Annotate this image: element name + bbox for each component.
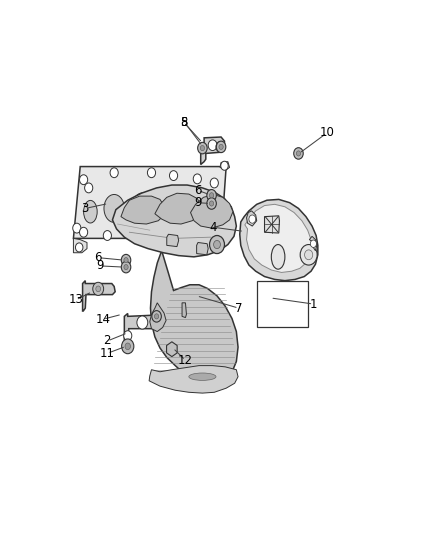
Circle shape [219,144,223,149]
Circle shape [209,227,218,237]
Circle shape [214,240,220,248]
Polygon shape [182,303,187,318]
Ellipse shape [189,373,216,381]
Text: 13: 13 [68,294,83,306]
Polygon shape [245,204,312,272]
Circle shape [162,230,171,240]
Circle shape [121,254,131,266]
Circle shape [198,142,207,154]
Circle shape [80,175,88,184]
Circle shape [304,250,313,260]
Circle shape [208,140,217,150]
Circle shape [209,201,214,206]
Circle shape [121,261,131,273]
Circle shape [152,311,161,322]
Polygon shape [265,216,279,233]
Polygon shape [201,137,224,165]
Text: 11: 11 [100,347,115,360]
Circle shape [190,229,198,239]
Polygon shape [309,236,317,251]
Circle shape [221,161,228,170]
Ellipse shape [166,193,184,220]
Text: 3: 3 [81,202,89,215]
Polygon shape [83,281,115,311]
Circle shape [216,142,225,152]
Circle shape [155,314,159,319]
Circle shape [209,236,224,254]
Circle shape [170,171,178,181]
Circle shape [209,193,214,198]
Text: 14: 14 [95,313,110,326]
Circle shape [110,168,118,177]
Circle shape [207,198,216,209]
Polygon shape [191,195,233,228]
Ellipse shape [132,193,154,221]
Polygon shape [155,193,201,224]
Text: 6: 6 [95,251,102,264]
Text: 7: 7 [235,302,243,314]
Circle shape [124,257,128,263]
Circle shape [73,223,81,233]
Polygon shape [74,166,226,238]
Ellipse shape [271,245,285,269]
Text: 4: 4 [210,221,217,234]
Polygon shape [247,211,257,226]
Text: 1: 1 [310,297,317,311]
Polygon shape [220,161,230,170]
Circle shape [294,148,303,159]
Text: 5: 5 [180,116,187,129]
Polygon shape [167,235,179,247]
Circle shape [96,286,101,292]
Circle shape [122,339,134,354]
Ellipse shape [104,195,124,222]
Polygon shape [113,185,237,257]
Circle shape [200,146,205,151]
Circle shape [125,343,131,350]
Circle shape [129,231,137,240]
Text: 10: 10 [320,126,335,140]
Ellipse shape [84,200,97,223]
Circle shape [249,215,256,223]
Polygon shape [151,251,238,377]
Circle shape [216,141,226,152]
Circle shape [93,282,104,295]
Circle shape [193,174,201,184]
Polygon shape [121,196,165,224]
Circle shape [311,240,317,247]
Text: 9: 9 [96,260,103,272]
Bar [257,281,307,327]
Text: 6: 6 [194,184,202,197]
Ellipse shape [184,372,220,382]
Circle shape [148,168,155,177]
Polygon shape [197,243,208,255]
Circle shape [124,330,132,341]
Text: 12: 12 [178,354,193,367]
Circle shape [85,183,93,193]
Polygon shape [124,313,162,344]
Circle shape [210,178,219,188]
Circle shape [300,245,317,265]
Text: 2: 2 [104,335,111,348]
Text: 8: 8 [181,116,188,129]
Circle shape [297,151,300,156]
Circle shape [103,231,111,240]
Polygon shape [150,303,166,332]
Text: 9: 9 [194,196,202,209]
Circle shape [80,227,88,237]
Circle shape [75,243,83,252]
Polygon shape [149,366,238,393]
Polygon shape [240,199,318,281]
Circle shape [124,264,128,270]
Circle shape [137,316,148,329]
Polygon shape [74,238,87,253]
Circle shape [207,190,216,201]
